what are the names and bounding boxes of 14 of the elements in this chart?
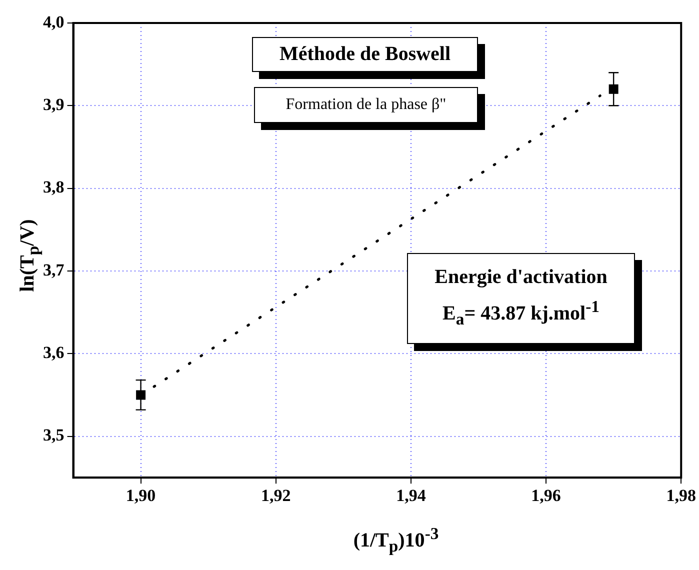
y-tick-label: 3,9 xyxy=(43,95,64,114)
annotation: Energie d'activation xyxy=(434,265,608,290)
y-tick-label: 3,7 xyxy=(43,260,65,280)
x-axis-title: (1/T$_{p}$)10$^{-3}$ xyxy=(352,524,440,557)
x-tick-label: 1,92 xyxy=(261,486,291,506)
y-tick-label: 4,0 xyxy=(43,12,64,32)
x-tick-label: 1,98 xyxy=(666,486,696,506)
x-tick-label: 1,94 xyxy=(396,486,426,506)
x-tick-label: 1,96 xyxy=(531,486,561,506)
y-tick-label: 3,6 xyxy=(43,343,64,362)
y-tick-label: 3,5 xyxy=(43,426,64,445)
annotation: E$_{a}$= 43.87 kj.mol$^{-1}$ xyxy=(442,296,600,331)
x-tick-label: 1,90 xyxy=(126,486,156,506)
y-tick-label: 3,8 xyxy=(43,178,64,197)
